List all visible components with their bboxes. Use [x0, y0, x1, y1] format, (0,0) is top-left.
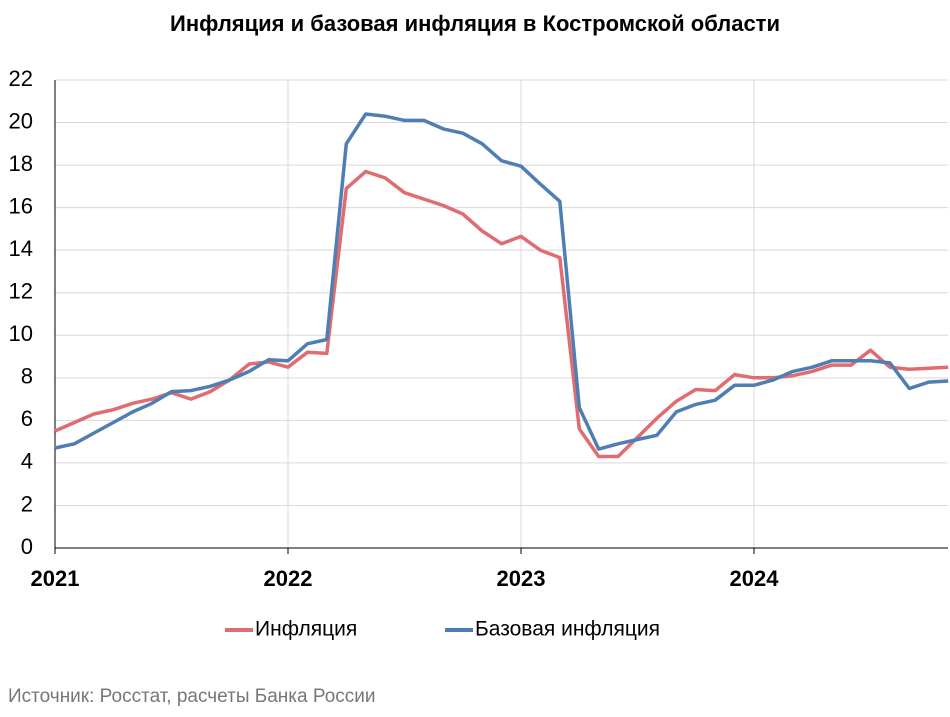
y-tick-label: 10 — [9, 321, 33, 346]
y-tick-label: 4 — [21, 449, 33, 474]
y-tick-label: 6 — [21, 406, 33, 431]
series-line — [54, 112, 949, 451]
legend-label: Инфляция — [255, 618, 357, 641]
y-tick-label: 18 — [9, 151, 33, 176]
y-tick-label: 8 — [21, 364, 33, 389]
y-tick-label: 2 — [21, 491, 33, 516]
y-tick-label: 16 — [9, 193, 33, 218]
x-tick-label: 2023 — [497, 566, 546, 591]
x-tick-label: 2022 — [264, 566, 313, 591]
legend-label: Базовая инфляция — [475, 618, 660, 641]
series-line — [54, 169, 949, 459]
x-tick-label: 2024 — [730, 566, 780, 591]
source: Источник: Росстат, расчеты Банка России — [8, 686, 376, 707]
x-tick-label: 2021 — [31, 566, 80, 591]
y-tick-label: 12 — [9, 279, 33, 304]
y-tick-label: 22 — [9, 66, 33, 91]
y-tick-label: 20 — [9, 108, 33, 133]
y-tick-label: 0 — [21, 534, 33, 559]
y-tick-label: 14 — [9, 236, 33, 261]
chart-title: Инфляция и базовая инфляция в Костромско… — [170, 11, 780, 36]
